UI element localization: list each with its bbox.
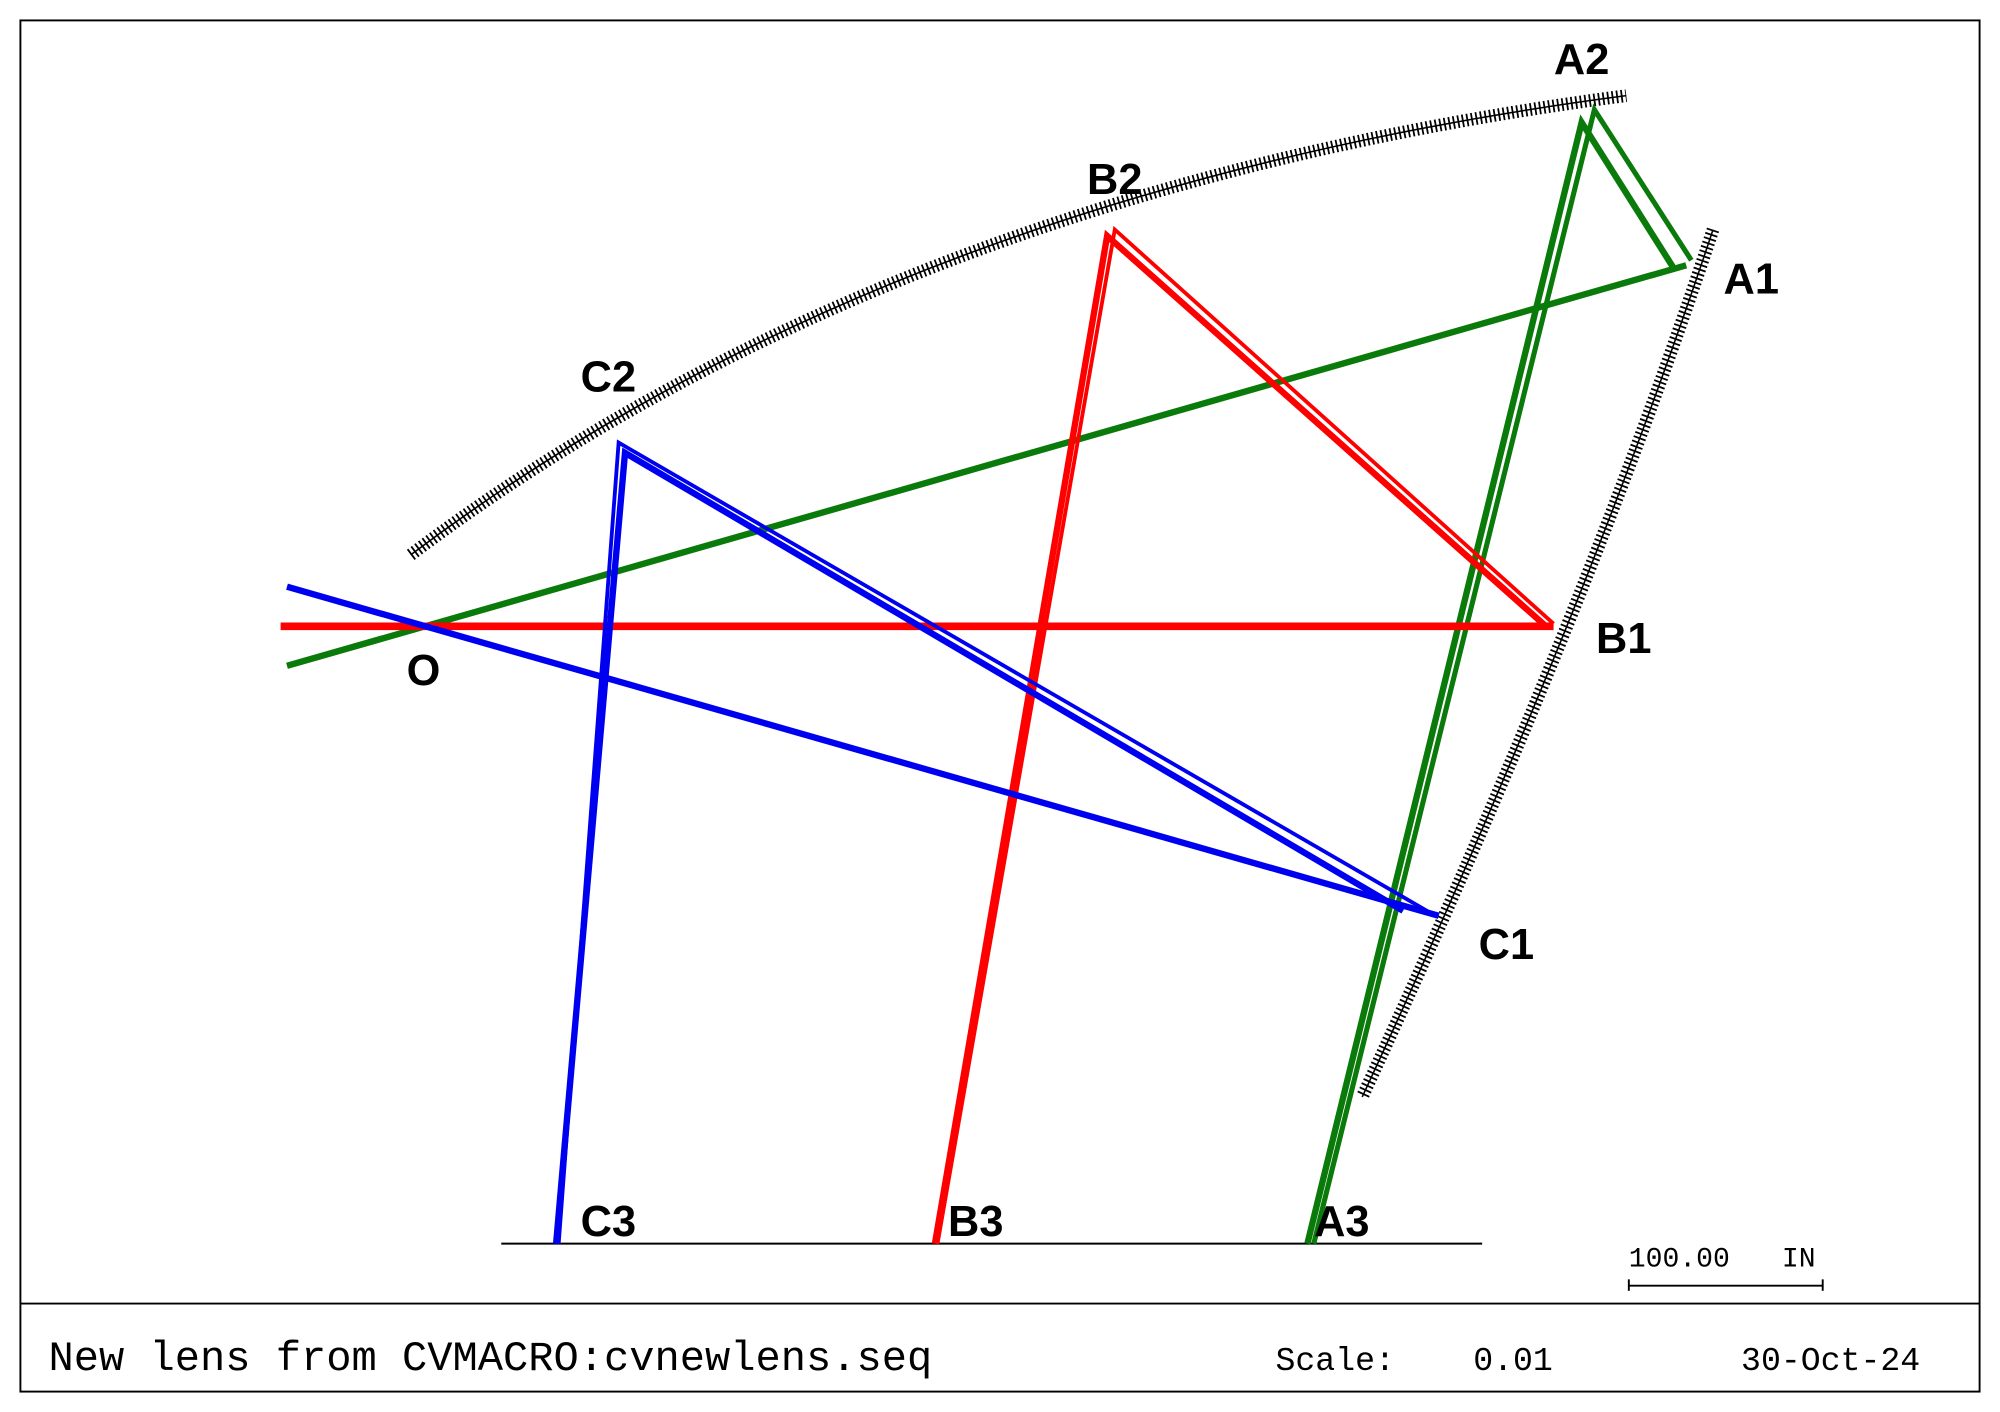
- point-label: C2: [581, 354, 636, 402]
- scale-bar: [1627, 1279, 1824, 1291]
- footer-title: New lens from CVMACRO:cvnewlens.seq: [48, 1335, 932, 1383]
- scale-label: Scale:: [1276, 1342, 1395, 1380]
- ray-a: [286, 103, 1694, 1245]
- point-label: A1: [1724, 255, 1779, 303]
- ray-c: [286, 439, 1440, 1244]
- scale-bar-length: 100.00: [1629, 1245, 1730, 1276]
- point-label: O: [407, 647, 441, 695]
- point-label: A2: [1554, 36, 1609, 84]
- point-label: B3: [948, 1198, 1003, 1246]
- point-label: A3: [1314, 1198, 1369, 1246]
- scale-bar-unit: IN: [1782, 1245, 1816, 1276]
- point-label: C3: [581, 1198, 636, 1246]
- date: 30-Oct-24: [1741, 1342, 1920, 1380]
- point-label: B1: [1596, 615, 1651, 663]
- right-mirror: [1356, 227, 1720, 1100]
- frame: [19, 19, 1981, 1393]
- scale-value: 0.01: [1473, 1342, 1553, 1380]
- point-label: B2: [1087, 156, 1142, 204]
- top-mirror: [406, 89, 1628, 560]
- point-label: C1: [1479, 921, 1534, 969]
